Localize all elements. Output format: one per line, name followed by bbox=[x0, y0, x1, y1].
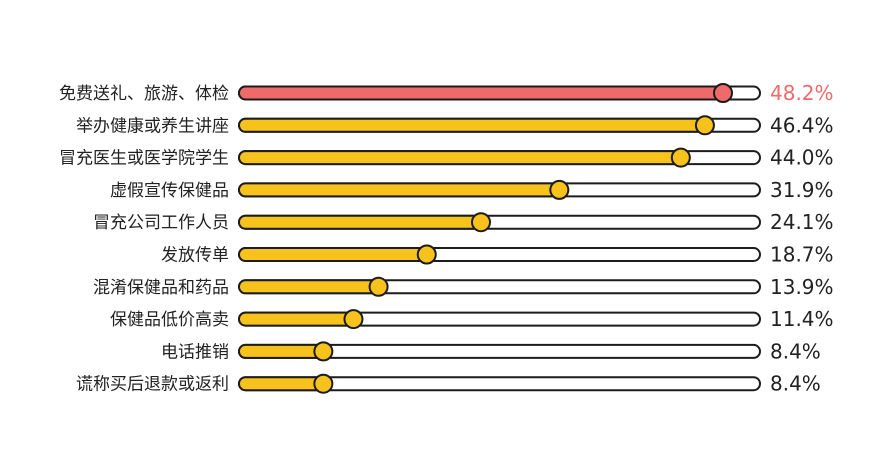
bar-row: 冒充公司工作人员 24.1% bbox=[93, 210, 834, 234]
bar-fill bbox=[238, 214, 482, 230]
bar-knob bbox=[670, 147, 691, 168]
bar-fill bbox=[238, 117, 706, 133]
bar-row: 冒充医生或医学院学生 44.0% bbox=[59, 146, 834, 170]
bar-fill bbox=[238, 279, 380, 295]
bar-row: 谎称买后退款或返利 8.4% bbox=[76, 372, 821, 396]
bar-knob bbox=[694, 115, 715, 136]
value-label: 48.2% bbox=[770, 81, 834, 105]
value-label: 13.9% bbox=[770, 275, 834, 299]
bar-knob bbox=[368, 276, 389, 297]
value-label: 8.4% bbox=[770, 372, 821, 396]
bar-knob bbox=[713, 83, 733, 103]
category-label: 虚假宣传保健品 bbox=[110, 181, 229, 201]
bar-knob bbox=[549, 179, 570, 200]
bar-fill bbox=[238, 247, 428, 262]
category-label: 冒充公司工作人员 bbox=[93, 213, 229, 233]
chart-rows: 免费送礼、旅游、体检 48.2% 举办健康或养生讲座 46.4% 冒充医生或医学院学生 4… bbox=[59, 81, 834, 396]
bar-row: 电话推销 8.4% bbox=[161, 339, 821, 363]
bar-row: 免费送礼、旅游、体检 48.2% bbox=[59, 81, 834, 105]
value-label: 44.0% bbox=[770, 146, 834, 170]
category-label: 免费送礼、旅游、体检 bbox=[59, 84, 229, 104]
bar-row: 虚假宣传保健品 31.9% bbox=[110, 178, 834, 202]
bar-fill bbox=[238, 343, 325, 359]
bar-fill bbox=[238, 150, 682, 166]
bar-knob bbox=[313, 373, 334, 394]
bar-row: 保健品低价高卖 11.4% bbox=[110, 307, 834, 331]
value-label: 18.7% bbox=[770, 243, 834, 267]
bar-knob bbox=[471, 212, 491, 233]
value-label: 31.9% bbox=[770, 178, 834, 202]
bar-fill bbox=[238, 182, 561, 198]
bar-knob bbox=[313, 341, 334, 362]
category-label: 发放传单 bbox=[161, 246, 229, 266]
category-label: 举办健康或养生讲座 bbox=[76, 116, 229, 136]
category-label: 混淆保健品和药品 bbox=[93, 278, 229, 298]
category-label: 谎称买后退款或返利 bbox=[76, 375, 229, 395]
bar-fill bbox=[238, 85, 724, 101]
bar-row: 混淆保健品和药品 13.9% bbox=[93, 275, 834, 299]
value-label: 8.4% bbox=[770, 339, 821, 363]
bar-fill bbox=[238, 376, 325, 392]
bar-row: 发放传单 18.7% bbox=[161, 243, 834, 267]
value-label: 24.1% bbox=[770, 210, 834, 234]
category-label: 电话推销 bbox=[161, 342, 229, 362]
bar-knob bbox=[343, 309, 364, 330]
bar-knob bbox=[416, 244, 437, 265]
value-label: 11.4% bbox=[770, 307, 834, 331]
value-label: 46.4% bbox=[770, 113, 834, 137]
category-label: 冒充医生或医学院学生 bbox=[59, 149, 229, 169]
bar-fill bbox=[238, 311, 355, 327]
bar-row: 举办健康或养生讲座 46.4% bbox=[76, 113, 834, 137]
category-label: 保健品低价高卖 bbox=[110, 310, 229, 330]
